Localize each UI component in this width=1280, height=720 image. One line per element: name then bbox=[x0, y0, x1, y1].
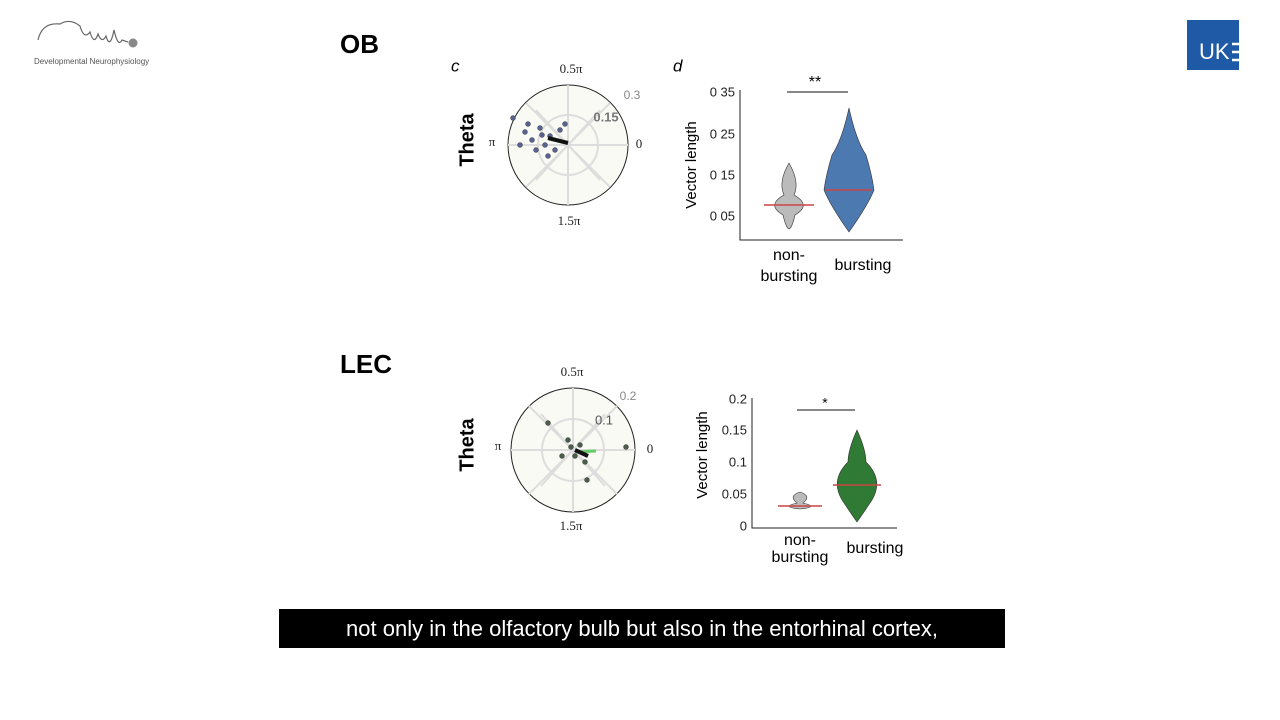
panel-label: c bbox=[451, 56, 460, 75]
polar-tick: 0.5π bbox=[560, 61, 583, 76]
axis-label: Vector length bbox=[683, 121, 700, 209]
y-tick-label: 0.15 bbox=[722, 422, 747, 437]
polar-label: Theta bbox=[456, 417, 478, 471]
ring-label: 0.2 bbox=[620, 389, 637, 403]
y-tick-label: 0 25 bbox=[710, 126, 735, 141]
polar-tick: 0 bbox=[647, 441, 654, 456]
y-tick-label: 0 35 bbox=[710, 84, 735, 99]
ring-label: 0.15 bbox=[593, 109, 618, 124]
polar-plot bbox=[510, 387, 636, 513]
x-tick-label: non- bbox=[773, 247, 805, 264]
polar-tick: 1.5π bbox=[558, 213, 581, 228]
polar-tick: π bbox=[489, 134, 496, 149]
panel-label: d bbox=[673, 56, 683, 75]
polar-plot bbox=[507, 84, 629, 206]
ring-label: 0.3 bbox=[624, 88, 641, 102]
subtitle-box bbox=[279, 609, 1005, 648]
x-tick-label: bursting bbox=[835, 257, 892, 274]
y-tick-label: 0.05 bbox=[722, 486, 747, 501]
ring-label: 0.1 bbox=[595, 412, 613, 427]
x-tick-label: non- bbox=[784, 532, 816, 549]
section-title: LEC bbox=[340, 349, 392, 379]
y-tick-label: 0.2 bbox=[729, 391, 747, 406]
polar-tick: 0.5π bbox=[561, 364, 584, 379]
lab-logo bbox=[37, 20, 138, 48]
uke-e bbox=[1232, 42, 1242, 62]
significance: * bbox=[822, 395, 828, 411]
y-tick-label: 0 15 bbox=[710, 167, 735, 182]
polar-tick: 0 bbox=[636, 136, 643, 151]
polar-tick: π bbox=[495, 438, 502, 453]
polar-tick: 1.5π bbox=[560, 518, 583, 533]
x-tick-label: bursting bbox=[761, 268, 818, 285]
section-title: OB bbox=[340, 29, 379, 59]
significance: ** bbox=[809, 74, 821, 91]
lab-name: Developmental Neurophysiology bbox=[34, 57, 149, 66]
uke-text: UK bbox=[1199, 39, 1230, 64]
x-tick-label: bursting bbox=[772, 549, 829, 566]
axis-label: Vector length bbox=[694, 411, 711, 499]
polar-label: Theta bbox=[456, 112, 478, 166]
uke-logo bbox=[1187, 20, 1239, 70]
subtitle: not only in the olfactory bulb but also … bbox=[346, 616, 938, 641]
violin-plot bbox=[739, 90, 903, 241]
y-tick-label: 0 bbox=[740, 518, 747, 533]
y-tick-label: 0 05 bbox=[710, 208, 735, 223]
violin-plot bbox=[751, 398, 897, 529]
y-tick-label: 0.1 bbox=[729, 454, 747, 469]
x-tick-label: bursting bbox=[847, 540, 904, 557]
